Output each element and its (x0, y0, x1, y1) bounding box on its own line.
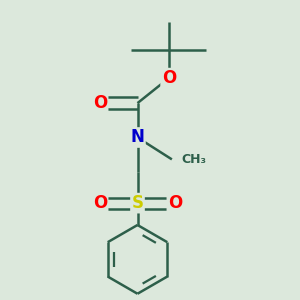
Text: CH₃: CH₃ (181, 153, 206, 166)
Text: S: S (131, 194, 143, 212)
Text: N: N (130, 128, 144, 146)
Text: O: O (168, 194, 182, 212)
Text: O: O (162, 69, 176, 87)
Text: O: O (93, 194, 107, 212)
Text: O: O (93, 94, 107, 112)
